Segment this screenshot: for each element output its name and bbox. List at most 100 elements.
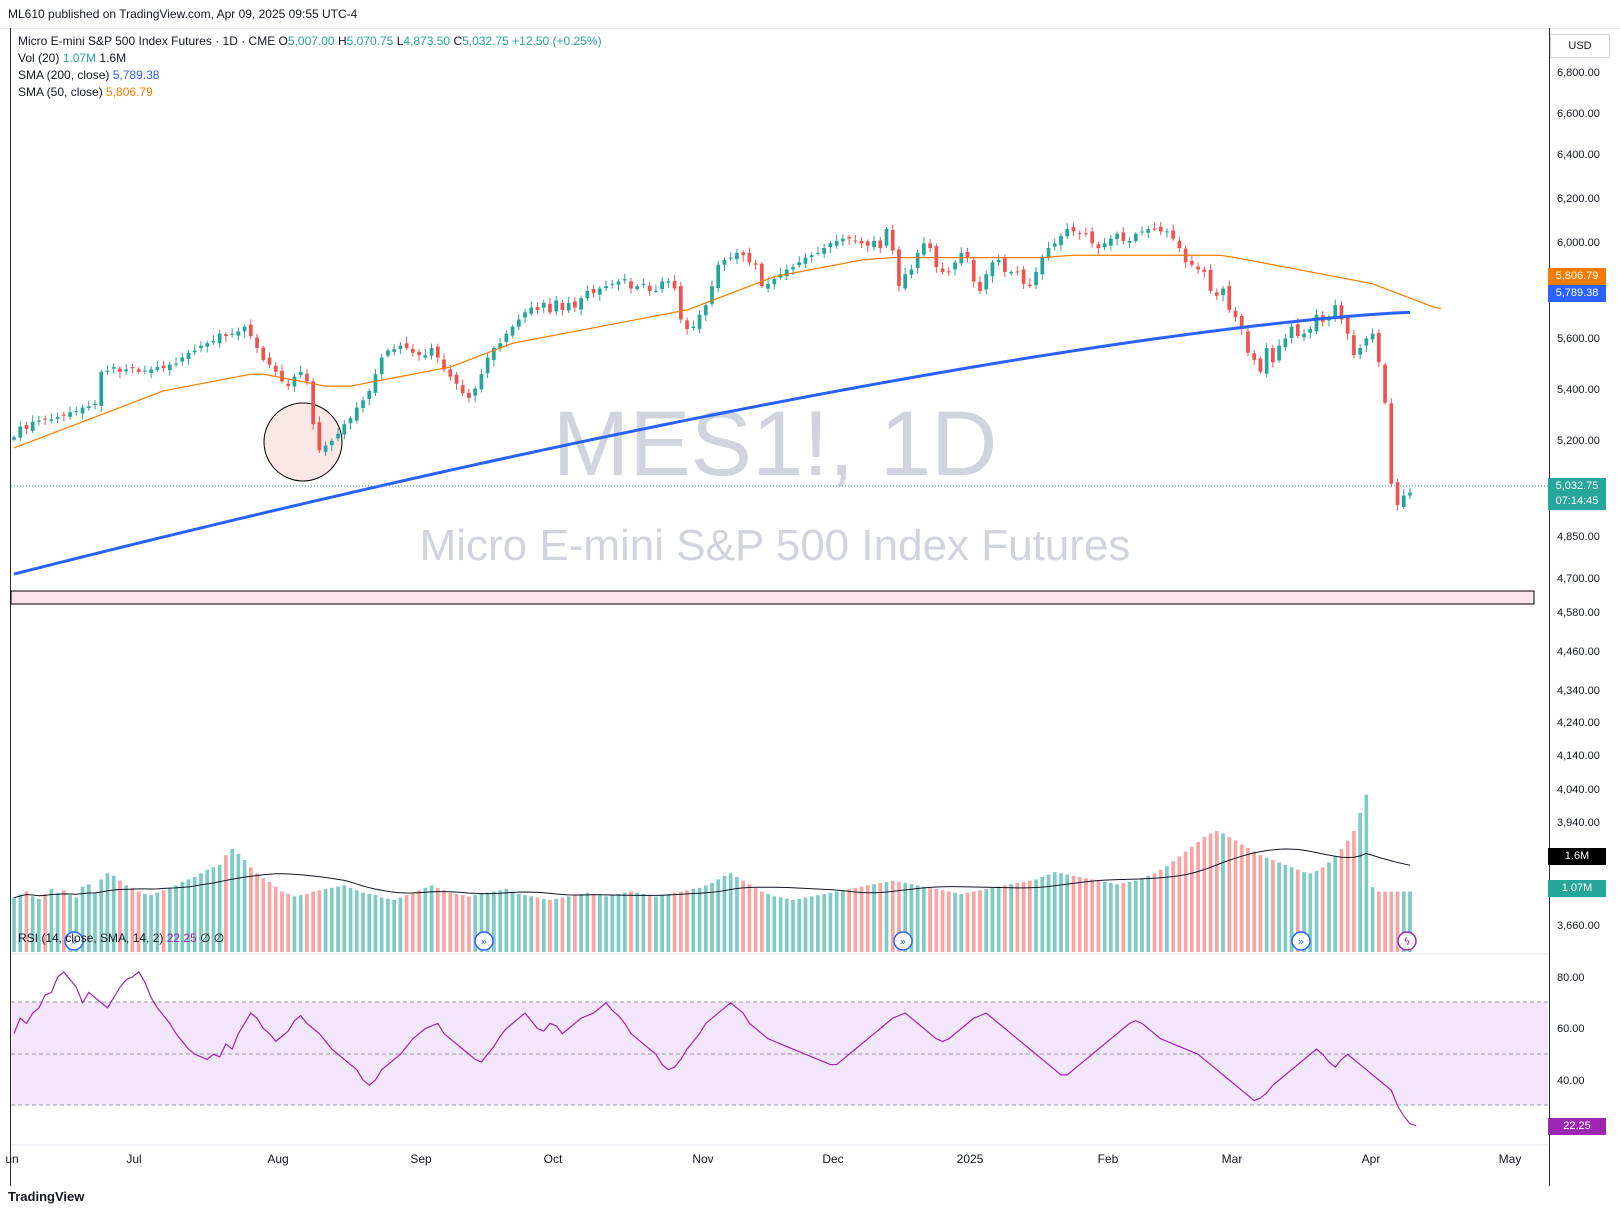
- candle-body: [647, 285, 652, 291]
- volume-bar: [1308, 873, 1313, 952]
- volume-bar: [1003, 885, 1007, 952]
- volume-bar: [30, 896, 35, 952]
- candle-body: [1208, 269, 1213, 291]
- price-axis-label: 4,460.00: [1557, 646, 1600, 658]
- volume-bar: [442, 890, 446, 952]
- volume-bar: [1239, 844, 1244, 952]
- volume-bar: [354, 890, 359, 952]
- candle-body: [286, 383, 291, 387]
- candle-body: [878, 240, 883, 249]
- volume-bar: [1140, 878, 1144, 952]
- candle-body: [1046, 248, 1051, 259]
- volume-bar: [1295, 869, 1300, 952]
- candle-body: [691, 326, 696, 329]
- candle-body: [1295, 324, 1300, 337]
- candle-body: [467, 392, 471, 398]
- candle-body: [1071, 227, 1076, 232]
- currency-button[interactable]: USD: [1550, 34, 1610, 58]
- rsi-extra: ∅ ∅: [200, 931, 225, 945]
- candle-body: [1202, 269, 1207, 272]
- volume-bar: [280, 891, 284, 952]
- candle-body: [772, 279, 777, 285]
- price-axis-label: 6,400.00: [1557, 149, 1600, 161]
- candle-body: [548, 303, 552, 313]
- candle-body: [1015, 271, 1020, 273]
- volume-bar: [211, 867, 216, 952]
- volume-bar: [841, 890, 845, 952]
- volume-bar: [1283, 864, 1288, 952]
- tradingview-logo[interactable]: TradingView: [8, 1189, 85, 1204]
- time-axis-label: Oct: [544, 1152, 563, 1166]
- highlight-rectangle[interactable]: [10, 590, 1535, 605]
- rsi-label[interactable]: RSI (14, close, SMA, 14, 2): [18, 931, 164, 945]
- candle-body: [1009, 271, 1014, 274]
- volume-bar: [186, 879, 191, 952]
- volume-bar: [741, 880, 746, 952]
- symbol-name[interactable]: Micro E-mini S&P 500 Index Futures · 1D …: [18, 34, 276, 48]
- volume-bar: [1252, 851, 1257, 952]
- candle-body: [1027, 284, 1032, 287]
- candle-body: [759, 263, 764, 287]
- candle-body: [398, 345, 403, 349]
- volume-bar: [915, 885, 920, 952]
- candle-body: [273, 365, 278, 372]
- price-axis-label: 6,200.00: [1557, 193, 1600, 205]
- close-label: C: [453, 34, 463, 48]
- candle-body: [753, 263, 758, 265]
- candle-body: [1084, 233, 1088, 235]
- volume-bar: [473, 895, 478, 952]
- open-value: 5,007.00: [287, 34, 335, 48]
- candle-body: [516, 319, 521, 327]
- candle-body: [990, 262, 995, 277]
- volume-bar: [1408, 891, 1412, 952]
- volume-bar: [685, 890, 689, 952]
- candle-body: [884, 229, 889, 246]
- candle-body: [834, 240, 839, 246]
- candle-body: [199, 345, 203, 349]
- volume-bar: [1302, 872, 1306, 952]
- price-axis-label: 4,340.00: [1557, 685, 1600, 697]
- sma50-value: 5,806.79: [106, 85, 153, 99]
- candle-body: [155, 367, 160, 370]
- volume-label[interactable]: Vol (20): [18, 51, 60, 65]
- volume-bar: [510, 891, 515, 952]
- volume-bar: [12, 897, 16, 952]
- volume-bar: [822, 893, 827, 952]
- change-value: +12.50 (+0.25%): [512, 34, 602, 48]
- rsi-axis-label: 40.00: [1557, 1075, 1585, 1087]
- candle-body: [946, 271, 951, 273]
- candle-body: [105, 370, 110, 372]
- volume-bar: [217, 864, 222, 952]
- candle-body: [473, 388, 478, 396]
- volume-bar: [629, 891, 633, 952]
- volume-bar: [1246, 847, 1250, 952]
- candle-body: [379, 357, 384, 375]
- candle-body: [984, 274, 989, 290]
- volume-bar: [149, 895, 153, 952]
- candle-body: [766, 283, 770, 289]
- candle-body: [242, 326, 247, 332]
- volume-bar: [1190, 846, 1194, 952]
- volume-bar: [49, 889, 54, 952]
- volume-bar: [809, 896, 814, 952]
- volume-row: Vol (20) 1.07M 1.6M: [18, 50, 602, 67]
- sma50-label[interactable]: SMA (50, close): [18, 85, 103, 99]
- highlight-circle[interactable]: [263, 402, 343, 482]
- volume-bar: [1345, 840, 1350, 952]
- candle-body: [678, 286, 683, 320]
- volume-bar: [1059, 873, 1063, 952]
- candle-body: [1408, 492, 1412, 496]
- volume-bar: [86, 884, 91, 952]
- volume-bar: [616, 893, 621, 952]
- volume-bar: [305, 893, 309, 952]
- volume-bar: [1395, 891, 1400, 952]
- candle-body: [1214, 292, 1219, 296]
- candle-body: [417, 351, 421, 356]
- candle-body: [1252, 353, 1257, 360]
- candle-body: [828, 243, 833, 248]
- sma200-label[interactable]: SMA (200, close): [18, 68, 110, 82]
- volume-bar: [1376, 891, 1381, 952]
- volume-bar: [68, 895, 72, 952]
- volume-bar: [1034, 879, 1038, 952]
